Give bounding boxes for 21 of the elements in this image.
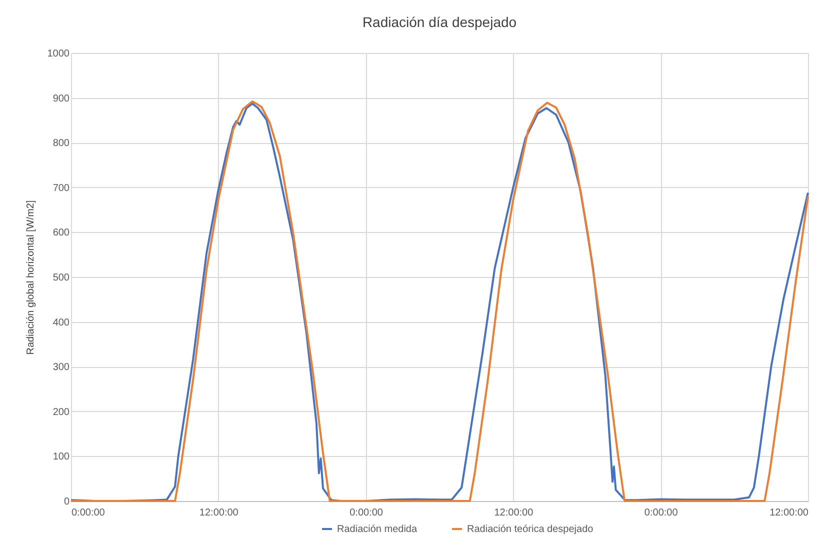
y-tick-label: 100 <box>52 452 70 463</box>
legend-label: Radiación medida <box>337 524 418 535</box>
x-tick-label: 12:00:00 <box>199 508 239 518</box>
y-tick-label: 200 <box>52 406 70 418</box>
y-tick-label: 600 <box>52 228 70 239</box>
y-tick-label: 1000 <box>47 48 70 60</box>
y-tick-label: 800 <box>52 138 70 150</box>
y-tick-label: 400 <box>52 317 70 328</box>
y-tick-label: 300 <box>52 362 70 374</box>
x-tick-label: 0:00:00 <box>72 508 106 518</box>
y-tick-label: 0 <box>64 496 70 508</box>
legend-label: Radiación teórica despejado <box>467 524 594 535</box>
x-tick-label: 0:00:00 <box>644 508 678 518</box>
y-axis-title: Radiación global horizontal [W/m2] <box>25 200 36 355</box>
y-tick-label: 900 <box>52 93 70 104</box>
y-tick-label: 700 <box>52 182 70 194</box>
chart-title: Radiación día despejado <box>362 14 517 30</box>
y-tick-label: 500 <box>52 272 70 284</box>
x-tick-label: 12:00:00 <box>494 508 534 518</box>
x-tick-label: 0:00:00 <box>350 508 384 518</box>
x-tick-label: 12:00:00 <box>770 508 809 518</box>
